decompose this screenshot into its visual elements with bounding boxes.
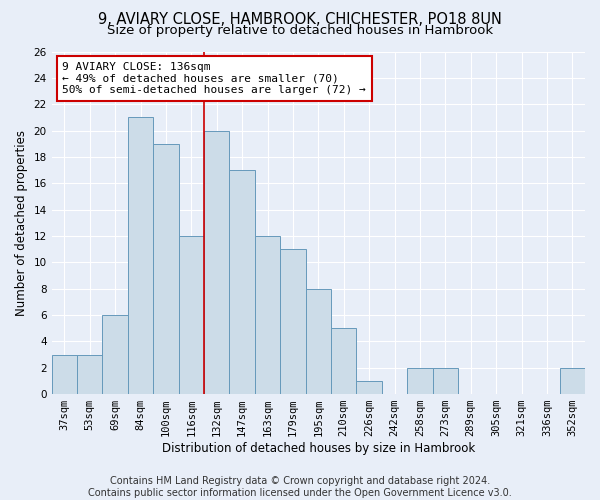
Bar	[407, 368, 433, 394]
Bar	[153, 144, 179, 394]
Bar	[356, 381, 382, 394]
Text: 9 AVIARY CLOSE: 136sqm
← 49% of detached houses are smaller (70)
50% of semi-det: 9 AVIARY CLOSE: 136sqm ← 49% of detached…	[62, 62, 366, 95]
Bar	[179, 236, 204, 394]
Bar	[128, 118, 153, 394]
Bar	[280, 249, 305, 394]
Y-axis label: Number of detached properties: Number of detached properties	[15, 130, 28, 316]
Bar	[103, 315, 128, 394]
Bar	[560, 368, 585, 394]
Bar	[204, 130, 229, 394]
Bar	[77, 354, 103, 394]
Bar	[433, 368, 458, 394]
Text: Size of property relative to detached houses in Hambrook: Size of property relative to detached ho…	[107, 24, 493, 37]
Bar	[331, 328, 356, 394]
Text: 9, AVIARY CLOSE, HAMBROOK, CHICHESTER, PO18 8UN: 9, AVIARY CLOSE, HAMBROOK, CHICHESTER, P…	[98, 12, 502, 28]
Bar	[255, 236, 280, 394]
Bar	[52, 354, 77, 394]
Text: Contains HM Land Registry data © Crown copyright and database right 2024.
Contai: Contains HM Land Registry data © Crown c…	[88, 476, 512, 498]
X-axis label: Distribution of detached houses by size in Hambrook: Distribution of detached houses by size …	[162, 442, 475, 455]
Bar	[229, 170, 255, 394]
Bar	[305, 288, 331, 394]
